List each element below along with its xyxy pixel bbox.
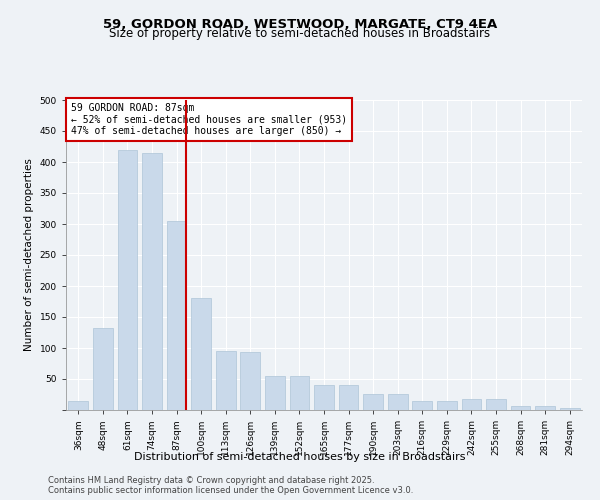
Bar <box>118 150 137 410</box>
Bar <box>314 384 334 410</box>
Text: 59, GORDON ROAD, WESTWOOD, MARGATE, CT9 4EA: 59, GORDON ROAD, WESTWOOD, MARGATE, CT9 … <box>103 18 497 30</box>
Bar <box>560 408 580 410</box>
Bar <box>167 221 187 410</box>
Text: Distribution of semi-detached houses by size in Broadstairs: Distribution of semi-detached houses by … <box>134 452 466 462</box>
Text: Contains HM Land Registry data © Crown copyright and database right 2025.
Contai: Contains HM Land Registry data © Crown c… <box>48 476 413 495</box>
Bar <box>93 328 113 410</box>
Bar <box>216 351 236 410</box>
Bar <box>511 406 530 410</box>
Text: 59 GORDON ROAD: 87sqm
← 52% of semi-detached houses are smaller (953)
47% of sem: 59 GORDON ROAD: 87sqm ← 52% of semi-deta… <box>71 103 347 136</box>
Bar <box>364 394 383 410</box>
Bar <box>412 400 432 410</box>
Bar <box>191 298 211 410</box>
Bar <box>241 352 260 410</box>
Bar <box>68 400 88 410</box>
Bar <box>142 152 162 410</box>
Text: Size of property relative to semi-detached houses in Broadstairs: Size of property relative to semi-detach… <box>109 28 491 40</box>
Bar <box>486 399 506 410</box>
Bar <box>461 399 481 410</box>
Bar <box>265 376 284 410</box>
Bar <box>388 394 407 410</box>
Bar <box>290 376 309 410</box>
Y-axis label: Number of semi-detached properties: Number of semi-detached properties <box>24 158 34 352</box>
Bar <box>339 384 358 410</box>
Bar <box>437 400 457 410</box>
Bar <box>535 406 555 410</box>
